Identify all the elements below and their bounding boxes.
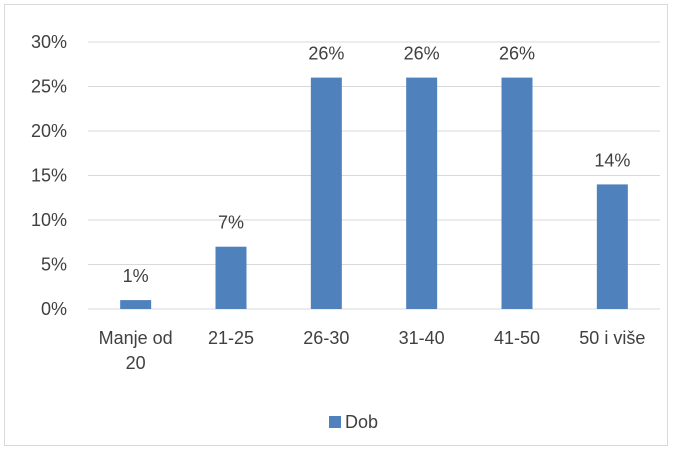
x-axis-ticks: Manje od 20 21-25 26-30 31-40 41-50 50 i više xyxy=(99,328,646,373)
x-tick-label: 50 i više xyxy=(579,328,645,348)
y-tick-label: 0% xyxy=(41,299,67,319)
x-tick-label: 21-25 xyxy=(208,328,254,348)
y-tick-label: 25% xyxy=(31,77,67,97)
bar xyxy=(215,246,247,309)
x-tick-label: 31-40 xyxy=(399,328,445,348)
bar xyxy=(120,300,152,309)
x-tick-label: 26-30 xyxy=(303,328,349,348)
bars xyxy=(120,77,628,309)
x-tick-label: 41-50 xyxy=(494,328,540,348)
data-label: 7% xyxy=(218,213,244,233)
x-tick-label: 20 xyxy=(126,353,146,373)
bar xyxy=(310,77,342,309)
legend-label: Dob xyxy=(345,412,378,432)
legend: Dob xyxy=(329,412,378,432)
y-tick-label: 10% xyxy=(31,210,67,230)
data-label: 14% xyxy=(594,150,630,170)
y-tick-label: 15% xyxy=(31,166,67,186)
data-label: 26% xyxy=(404,44,440,64)
bar xyxy=(406,77,438,309)
y-tick-label: 20% xyxy=(31,121,67,141)
y-tick-label: 5% xyxy=(41,255,67,275)
data-label: 1% xyxy=(123,266,149,286)
bar xyxy=(501,77,533,309)
legend-swatch xyxy=(329,416,341,428)
bar xyxy=(596,184,628,309)
data-labels: 1% 7% 26% 26% 26% 14% xyxy=(123,44,631,287)
x-tick-label: Manje od xyxy=(99,328,173,348)
y-axis-ticks: 0% 5% 10% 15% 20% 25% 30% xyxy=(31,32,67,319)
gridlines xyxy=(88,41,660,310)
data-label: 26% xyxy=(308,44,344,64)
y-tick-label: 30% xyxy=(31,32,67,52)
data-label: 26% xyxy=(499,44,535,64)
